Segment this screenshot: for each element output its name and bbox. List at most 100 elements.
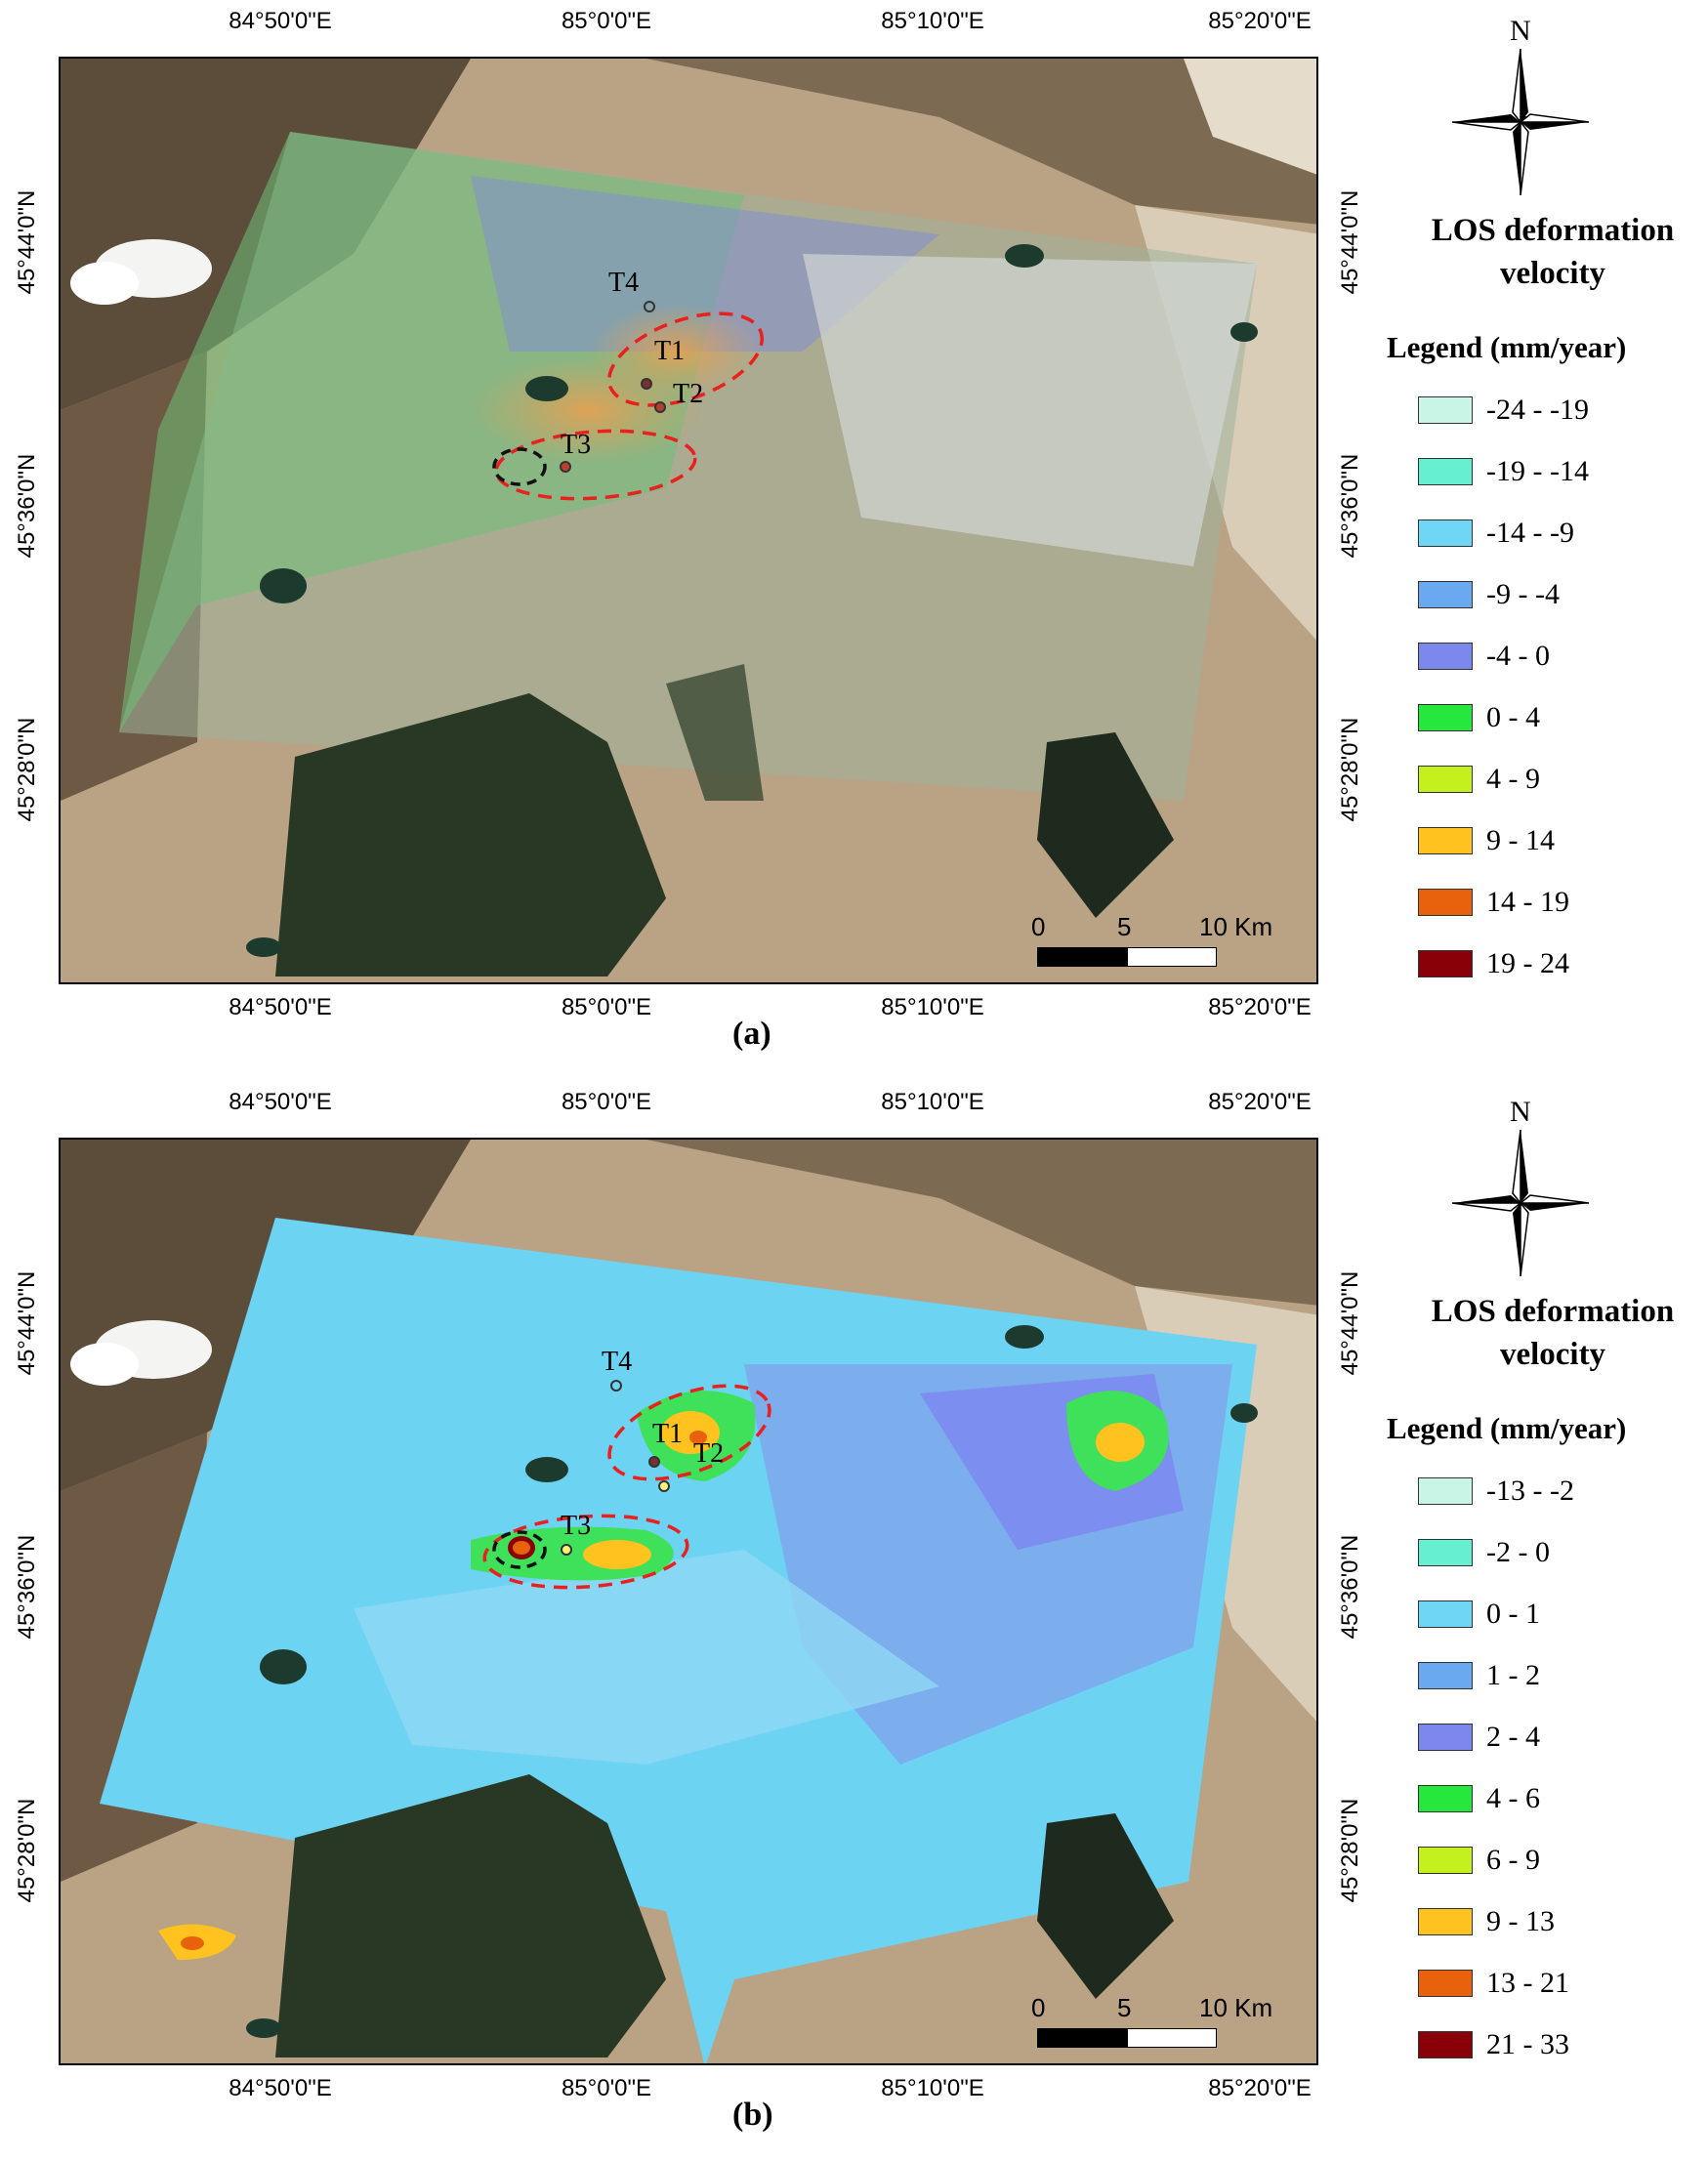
legend-swatch	[1418, 1477, 1473, 1505]
north-arrow-icon	[1452, 49, 1589, 195]
map-image: T4 T1 T2 T3 0 5 10 Km	[59, 57, 1318, 984]
legend-swatch	[1418, 1600, 1473, 1628]
x-tick-bottom: 85°20'0"E	[1208, 2075, 1312, 2101]
x-tick-top: 85°0'0"E	[561, 8, 652, 34]
x-tick-bottom: 85°10'0"E	[881, 2075, 984, 2101]
y-tick-right: 45°28'0"N	[1337, 717, 1363, 822]
legend-title-line2: velocity	[1499, 1337, 1606, 1372]
y-tick-left: 45°36'0"N	[14, 453, 40, 559]
y-tick-right: 45°36'0"N	[1337, 1534, 1363, 1640]
target-label-t1: T1	[652, 1419, 684, 1449]
legend-swatch	[1418, 458, 1473, 485]
legend-label: 4 - 9	[1486, 763, 1540, 795]
panel-caption: (b)	[732, 2097, 773, 2133]
legend-label: -14 - -9	[1486, 517, 1574, 549]
target-label-t4: T4	[602, 1347, 633, 1377]
y-tick-left: 45°36'0"N	[14, 1534, 40, 1640]
legend-label: -24 - -19	[1486, 394, 1589, 426]
legend-label: -9 - -4	[1486, 578, 1560, 610]
legend-title: LOS deformation velocity	[1392, 209, 1708, 295]
legend-label: 9 - 13	[1486, 1905, 1555, 1937]
y-tick-left: 45°28'0"N	[14, 1798, 40, 1903]
x-tick-top: 84°50'0"E	[229, 8, 332, 34]
legend-swatch	[1418, 950, 1473, 977]
legend-swatch	[1418, 1662, 1473, 1689]
legend-swatch	[1418, 827, 1473, 854]
scale-label-0: 0	[1031, 1993, 1046, 2022]
legend-title: LOS deformation velocity	[1392, 1290, 1708, 1376]
legend-swatch	[1418, 643, 1473, 670]
legend-title-line1: LOS deformation	[1431, 1294, 1675, 1329]
legend-label: 0 - 1	[1486, 1598, 1540, 1630]
legend-label: -2 - 0	[1486, 1536, 1550, 1568]
satellite-map	[61, 1140, 1316, 2063]
legend-label: 4 - 6	[1486, 1782, 1540, 1814]
scale-label-5: 5	[1117, 912, 1132, 941]
y-tick-right: 45°28'0"N	[1337, 1798, 1363, 1903]
x-tick-top: 85°20'0"E	[1208, 8, 1312, 34]
panel-b: 84°50'0"E 85°0'0"E 85°10'0"E 85°20'0"E 8…	[0, 1081, 1708, 2161]
scale-label-10: 10 Km	[1199, 1993, 1273, 2022]
legend-label: -4 - 0	[1486, 640, 1550, 672]
y-tick-right: 45°44'0"N	[1337, 189, 1363, 295]
scale-label-0: 0	[1031, 912, 1046, 941]
y-tick-right: 45°44'0"N	[1337, 1270, 1363, 1376]
legend-swatch	[1418, 704, 1473, 731]
legend-swatch	[1418, 1785, 1473, 1812]
legend-label: 14 - 19	[1486, 886, 1569, 918]
x-tick-top: 85°0'0"E	[561, 1089, 652, 1115]
north-label: N	[1510, 1096, 1531, 1128]
map-image: T4 T1 T2 T3 0 5 10 Km	[59, 1138, 1318, 2065]
legend-label: 19 - 24	[1486, 947, 1569, 979]
x-tick-bottom: 85°20'0"E	[1208, 994, 1312, 1020]
legend-label: -13 - -2	[1486, 1475, 1574, 1507]
legend-label: 21 - 33	[1486, 2028, 1569, 2060]
target-label-t3: T3	[561, 430, 592, 460]
y-tick-left: 45°44'0"N	[14, 189, 40, 295]
legend-label: 6 - 9	[1486, 1844, 1540, 1876]
scale-label-10: 10 Km	[1199, 912, 1273, 941]
panel-a: 84°50'0"E 85°0'0"E 85°10'0"E 85°20'0"E 8…	[0, 0, 1708, 1080]
y-tick-left: 45°44'0"N	[14, 1270, 40, 1376]
target-label-t4: T4	[608, 268, 640, 298]
legend-swatch	[1418, 766, 1473, 793]
y-tick-left: 45°28'0"N	[14, 717, 40, 822]
panel-caption: (a)	[732, 1016, 771, 1052]
x-tick-bottom: 85°0'0"E	[561, 994, 652, 1020]
legend-swatch	[1418, 396, 1473, 424]
legend-swatch	[1418, 889, 1473, 916]
north-arrow-icon	[1452, 1130, 1589, 1276]
north-label: N	[1510, 15, 1531, 47]
x-tick-top: 85°20'0"E	[1208, 1089, 1312, 1115]
legend-swatch	[1418, 1724, 1473, 1751]
legend-label: 2 - 4	[1486, 1721, 1540, 1753]
target-label-t2: T2	[693, 1438, 725, 1469]
legend-swatch	[1418, 1847, 1473, 1874]
legend-label: -19 - -14	[1486, 455, 1589, 487]
satellite-map	[61, 59, 1316, 982]
target-label-t2: T2	[673, 379, 704, 409]
legend-label: 1 - 2	[1486, 1659, 1540, 1691]
legend-swatch	[1418, 2031, 1473, 2058]
x-tick-top: 85°10'0"E	[881, 8, 984, 34]
x-tick-bottom: 84°50'0"E	[229, 994, 332, 1020]
legend-swatch	[1418, 1539, 1473, 1566]
legend-swatch	[1418, 581, 1473, 608]
target-label-t1: T1	[654, 336, 686, 366]
scale-label-5: 5	[1117, 1993, 1132, 2022]
x-tick-top: 85°10'0"E	[881, 1089, 984, 1115]
legend-title-line1: LOS deformation	[1431, 213, 1675, 248]
target-label-t3: T3	[561, 1511, 592, 1541]
legend-label: 0 - 4	[1486, 701, 1540, 733]
legend-swatch	[1418, 519, 1473, 547]
x-tick-top: 84°50'0"E	[229, 1089, 332, 1115]
legend-swatch	[1418, 1908, 1473, 1935]
x-tick-bottom: 85°10'0"E	[881, 994, 984, 1020]
legend-swatch	[1418, 1970, 1473, 1997]
legend-title-line2: velocity	[1499, 256, 1606, 291]
x-tick-bottom: 84°50'0"E	[229, 2075, 332, 2101]
legend-label: 13 - 21	[1486, 1967, 1569, 1999]
x-tick-bottom: 85°0'0"E	[561, 2075, 652, 2101]
y-tick-right: 45°36'0"N	[1337, 453, 1363, 559]
legend-heading: Legend (mm/year)	[1387, 1411, 1627, 1445]
